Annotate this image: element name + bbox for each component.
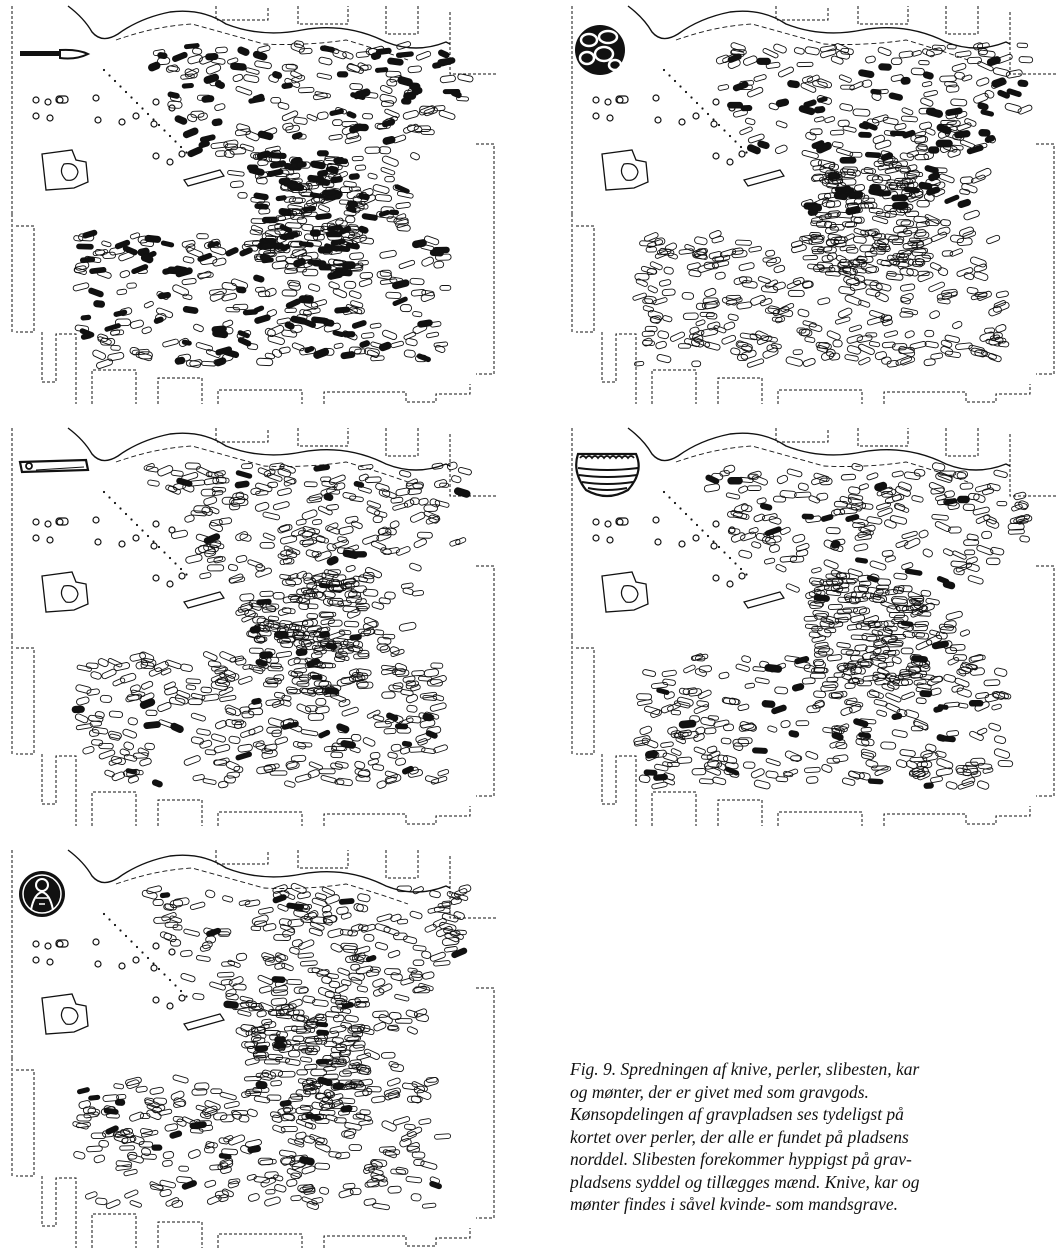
site-plan-outline — [11, 5, 496, 404]
map-panel-knives — [6, 4, 496, 404]
site-map-knives — [11, 5, 496, 404]
grave-outlines — [632, 42, 1034, 368]
site-plan-outline — [11, 849, 496, 1248]
site-map-beads — [571, 5, 1056, 404]
grave-outlines — [72, 882, 472, 1211]
site-plan-outline — [571, 427, 1056, 826]
figure-caption: Fig. 9. Spredningen af knive, perler, sl… — [570, 1058, 1056, 1216]
coin-icon — [19, 871, 65, 917]
site-plan-outline — [571, 5, 1056, 404]
caption-line: pladsens syddel og tillægges mænd. Knive… — [570, 1171, 920, 1192]
pottery-vessel-icon — [575, 452, 640, 498]
caption-line: norddel. Slibesten forekommer hyppigst p… — [570, 1149, 912, 1169]
caption-line: kortet over perler, der alle er fundet p… — [570, 1126, 909, 1147]
site-map-coins — [11, 849, 496, 1248]
site-map-pottery — [571, 427, 1056, 826]
grave-outlines — [72, 40, 474, 369]
caption-line: Kønsopdelingen af gravpladsen ses tydeli… — [570, 1104, 904, 1124]
knife-icon — [20, 48, 91, 60]
bead-icon — [575, 25, 625, 75]
map-panel-beads — [566, 4, 1056, 404]
map-panel-pottery — [566, 426, 1056, 826]
site-map-whetstones — [11, 427, 496, 826]
site-plan-outline — [11, 427, 496, 826]
map-panel-whetstones — [6, 426, 496, 826]
caption-line: Fig. 9. Spredningen af knive, perler, sl… — [570, 1059, 920, 1079]
whetstone-icon — [18, 458, 90, 474]
caption-line: og mønter, der er givet med som gravgods… — [570, 1081, 869, 1102]
grave-outlines — [71, 461, 472, 789]
caption-line: mønter findes i såvel kvinde- som mandsg… — [570, 1194, 899, 1214]
map-panel-coins — [6, 848, 496, 1248]
grave-outlines — [633, 462, 1033, 790]
